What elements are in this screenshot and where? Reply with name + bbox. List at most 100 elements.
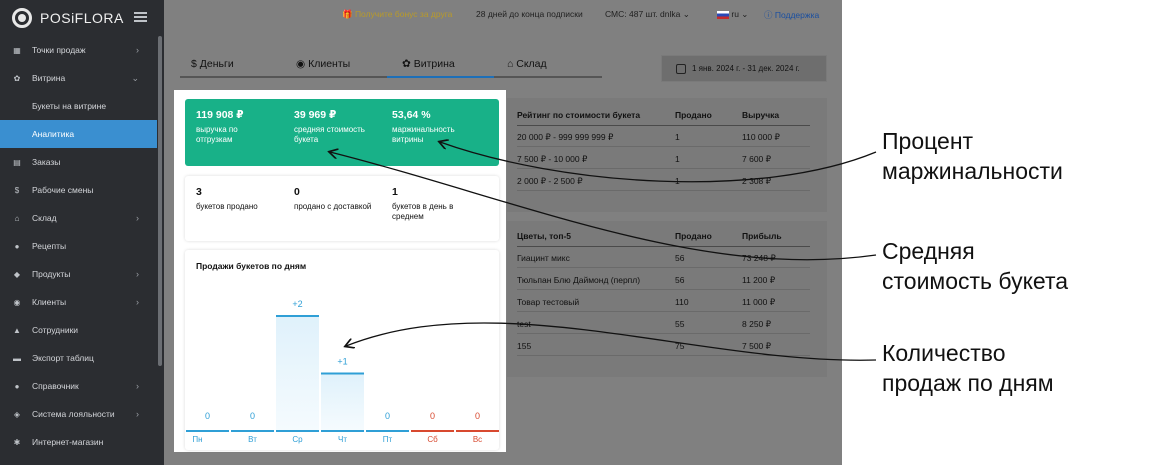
- data-label-Вс: 0: [475, 411, 480, 421]
- kpi-value: 119 908 ₽: [196, 109, 244, 121]
- sidebar-item-14[interactable]: ✱ Интернет-магазин: [0, 428, 157, 456]
- kpi-delivery: 0 продано с доставкой: [294, 186, 389, 212]
- callout-line: стоимость букета: [882, 268, 1069, 294]
- tick-label-Пн: Пн: [192, 435, 202, 444]
- table-cell: 55: [675, 319, 685, 329]
- sidebar-item-9[interactable]: ◉ Клиенты ›: [0, 288, 157, 316]
- table-cell: 7 600 ₽: [742, 154, 772, 164]
- sidebar-scrollbar[interactable]: [158, 36, 162, 366]
- reference-icon: ●: [14, 381, 20, 391]
- warehouse-icon: ⌂: [14, 213, 20, 223]
- bouquet-icon: ✿: [402, 58, 411, 70]
- store-icon: ▦: [13, 45, 21, 55]
- table-cell: 75: [675, 341, 685, 351]
- kpi-value: 0: [294, 186, 300, 198]
- dollar-icon: $: [191, 58, 197, 70]
- employees-icon: ▲: [13, 325, 21, 335]
- tab-warehouse[interactable]: ⌂ Склад: [507, 58, 547, 70]
- data-label-Пт: 0: [385, 411, 390, 421]
- data-label-Сб: 0: [430, 411, 435, 421]
- baseline-Вс: [456, 430, 499, 432]
- row-divider: [517, 311, 810, 312]
- language-select[interactable]: ru ⌄: [717, 9, 748, 20]
- kpi-margin: 53,64 % маржинальность витрины: [392, 109, 472, 145]
- clients-icon: ◉: [13, 297, 21, 307]
- callout-margin: Процент маржинальности: [882, 126, 1063, 186]
- sidebar-item-8[interactable]: ◆ Продукты ›: [0, 260, 157, 288]
- data-label-Пн: 0: [205, 411, 210, 421]
- sidebar-item-label: Аналитика: [32, 129, 75, 139]
- table-cell: 155: [517, 341, 532, 351]
- tick-label-Пт: Пт: [383, 435, 393, 444]
- chevron-icon: ›: [136, 269, 139, 279]
- table-cell: 7 500 ₽: [742, 341, 772, 351]
- table-cell: 7 500 ₽ - 10 000 ₽: [517, 154, 588, 164]
- bonus-link[interactable]: 🎁 Получите бонус за друга: [342, 9, 453, 19]
- annotation-area: Процент маржинальности Средняя стоимость б…: [842, 0, 1160, 465]
- tab-showcase[interactable]: ✿ Витрина: [402, 58, 455, 70]
- sidebar-item-10[interactable]: ▲ Сотрудники: [0, 316, 157, 344]
- sidebar-item-5[interactable]: $ Рабочие смены: [0, 176, 157, 204]
- data-label-Ср: +2: [292, 299, 302, 309]
- sidebar-item-13[interactable]: ◈ Система лояльности ›: [0, 400, 157, 428]
- account-menu[interactable]: СМС: 487 шт. dnlka ⌄: [605, 9, 690, 19]
- chevron-icon: ›: [136, 297, 139, 307]
- baseline-Сб: [411, 430, 454, 432]
- kpi-card-white: 3 букетов продано 0 продано с доставкой …: [185, 176, 499, 241]
- table-cell: 20 000 ₽ - 999 999 999 ₽: [517, 132, 614, 142]
- bar-Ср: [276, 315, 319, 430]
- bouquet-icon: ✿: [13, 73, 21, 83]
- tab-money[interactable]: $ Деньги: [191, 58, 234, 70]
- column-header: Продано: [675, 231, 712, 241]
- chevron-icon: ›: [136, 45, 139, 55]
- menu-toggle-icon[interactable]: [134, 12, 147, 22]
- data-label-Вт: 0: [250, 411, 255, 421]
- row-divider: [517, 190, 810, 191]
- column-header: Цветы, топ-5: [517, 231, 572, 241]
- sidebar-item-label: Заказы: [32, 157, 61, 167]
- date-range-value: 1 янв. 2024 г. - 31 дек. 2024 г.: [692, 64, 800, 73]
- table-cell: 110 000 ₽: [742, 132, 780, 142]
- callout-line: маржинальности: [882, 158, 1063, 184]
- data-label-Чт: +1: [337, 357, 347, 367]
- warehouse-icon: ⌂: [507, 58, 514, 70]
- table-cell: 110: [675, 297, 689, 307]
- date-range-picker[interactable]: 1 янв. 2024 г. - 31 дек. 2024 г.: [661, 55, 827, 82]
- sidebar-item-4[interactable]: ▤ Заказы: [0, 148, 157, 176]
- sidebar-item-2[interactable]: Букеты на витрине: [0, 92, 157, 120]
- sidebar-item-1[interactable]: ✿ Витрина ⌄: [0, 64, 157, 92]
- sidebar-item-label: Интернет-магазин: [32, 437, 104, 447]
- row-divider: [517, 333, 810, 334]
- kpi-per-day: 1 букетов в день в среднем: [392, 186, 487, 222]
- support-link[interactable]: ⓘ Поддержка: [764, 10, 820, 20]
- sidebar-item-label: Справочник: [32, 381, 79, 391]
- tab-label: Деньги: [199, 58, 234, 70]
- row-divider: [517, 146, 810, 147]
- kpi-value: 1: [392, 186, 398, 198]
- table-cell: 11 000 ₽: [742, 297, 776, 307]
- kpi-sold: 3 букетов продано: [196, 186, 291, 212]
- language-label: ru ⌄: [731, 9, 749, 19]
- kpi-label: продано с доставкой: [294, 202, 372, 211]
- sidebar: POSiFLORA ▦ Точки продаж › ✿ Витрина ⌄ Букеты …: [0, 0, 164, 465]
- kpi-label: букетов в день в среднем: [392, 202, 454, 221]
- sidebar-item-7[interactable]: ● Рецепты: [0, 232, 157, 260]
- sidebar-item-12[interactable]: ● Справочник ›: [0, 372, 157, 400]
- baseline-Пн: [186, 430, 229, 432]
- sidebar-item-label: Экспорт таблиц: [32, 353, 94, 363]
- table-cell: Гиацинт микс: [517, 253, 570, 263]
- baseline-Чт: [321, 430, 364, 432]
- sidebar-item-3[interactable]: Аналитика: [0, 120, 157, 148]
- tab-clients[interactable]: ◉ Клиенты: [296, 58, 350, 70]
- sidebar-item-label: Сотрудники: [32, 325, 79, 335]
- table-cell: 56: [675, 253, 685, 263]
- sidebar-item-0[interactable]: ▦ Точки продаж ›: [0, 36, 157, 64]
- sidebar-item-6[interactable]: ⌂ Склад ›: [0, 204, 157, 232]
- sidebar-item-label: Рабочие смены: [32, 185, 94, 195]
- logo[interactable]: POSiFLORA: [0, 0, 164, 36]
- tick-label-Сб: Сб: [427, 435, 438, 444]
- export-icon: ▬: [13, 353, 21, 363]
- sidebar-item-11[interactable]: ▬ Экспорт таблиц: [0, 344, 157, 372]
- table-cell: 1: [675, 176, 680, 186]
- kpi-value: 53,64 %: [392, 109, 431, 121]
